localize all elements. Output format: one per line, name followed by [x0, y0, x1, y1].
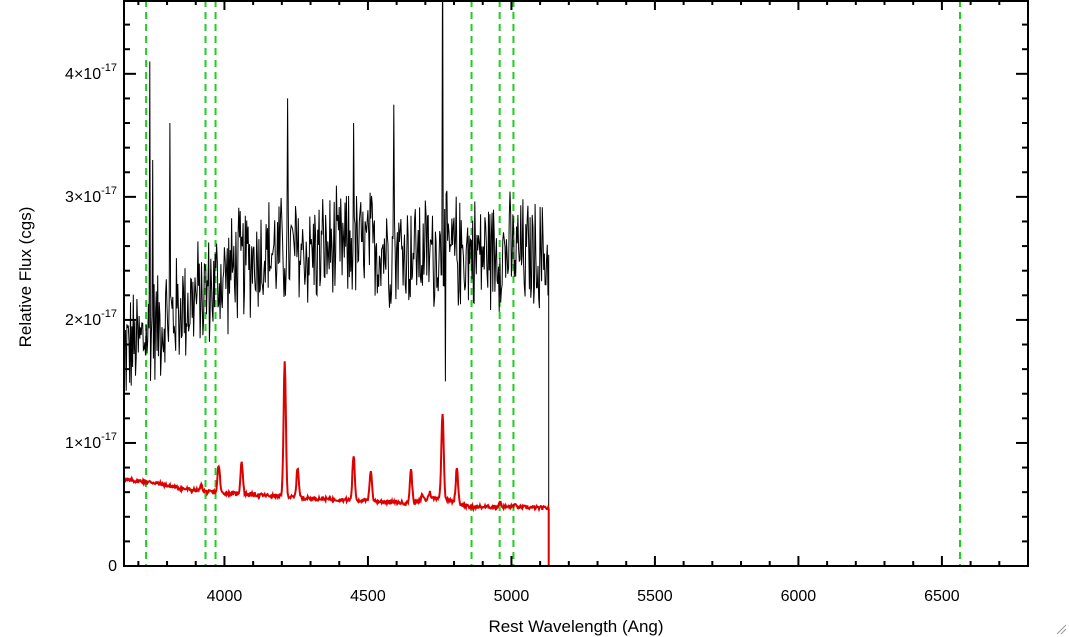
- y-tick-label: 4×10-17: [65, 62, 117, 83]
- x-tick-labels: 4000 4500 5000 5500 6000 6500: [207, 588, 960, 605]
- y-tick-label: 0: [108, 558, 117, 575]
- x-tick-label: 5500: [637, 588, 673, 605]
- axis-ticks: [124, 0, 1029, 567]
- x-tick-label: 4000: [207, 588, 243, 605]
- x-tick-label: 5000: [494, 588, 530, 605]
- y-tick-labels: 01×10-172×10-173×10-174×10-17: [65, 62, 117, 575]
- y-tick-mantissa: 4×10: [65, 66, 101, 83]
- plot-area: [124, 0, 1028, 566]
- y-tick-mantissa: 3×10: [65, 189, 101, 206]
- y-tick-exponent: -17: [101, 431, 117, 443]
- x-tick-label: 6000: [781, 588, 817, 605]
- y-tick-exponent: -17: [101, 62, 117, 74]
- y-tick-exponent: -17: [101, 185, 117, 197]
- y-tick-exponent: -17: [101, 308, 117, 320]
- model-spectrum-line: [124, 361, 1028, 566]
- plot-frame: [123, 0, 1029, 567]
- y-axis-title: Relative Flux (cgs): [16, 207, 35, 348]
- observed-spectrum-line: [124, 0, 550, 566]
- x-tick-label: 4500: [350, 588, 386, 605]
- y-tick-mantissa: 2×10: [65, 312, 101, 329]
- y-tick-label: 2×10-17: [65, 308, 117, 329]
- y-tick-label: 3×10-17: [65, 185, 117, 206]
- y-tick-mantissa: 1×10: [65, 435, 101, 452]
- y-tick-mantissa: 0: [108, 558, 117, 575]
- x-tick-label: 6500: [924, 588, 960, 605]
- plot-content: [124, 0, 1028, 566]
- y-tick-label: 1×10-17: [65, 431, 117, 452]
- resize-grip-icon[interactable]: [1055, 623, 1067, 635]
- x-axis-title: Rest Wavelength (Ang): [488, 617, 663, 636]
